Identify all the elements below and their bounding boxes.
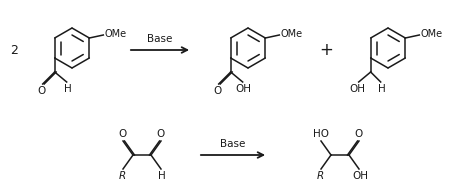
Text: OH: OH	[352, 171, 368, 181]
Text: OMe: OMe	[280, 29, 302, 39]
Text: OH: OH	[350, 84, 365, 94]
Text: OH: OH	[236, 84, 252, 94]
Text: OMe: OMe	[104, 29, 127, 39]
Text: HO: HO	[313, 129, 329, 139]
Text: H: H	[158, 171, 166, 181]
Text: O: O	[157, 129, 165, 139]
Text: R: R	[316, 171, 324, 181]
Text: O: O	[214, 86, 222, 96]
Text: +: +	[319, 41, 333, 59]
Text: Base: Base	[220, 139, 246, 149]
Text: H: H	[64, 84, 72, 94]
Text: O: O	[355, 129, 363, 139]
Text: O: O	[37, 86, 46, 96]
Text: H: H	[378, 84, 385, 94]
Text: R: R	[118, 171, 126, 181]
Text: OMe: OMe	[420, 29, 442, 39]
Text: 2: 2	[10, 44, 18, 56]
Text: O: O	[119, 129, 127, 139]
Text: Base: Base	[147, 34, 173, 44]
